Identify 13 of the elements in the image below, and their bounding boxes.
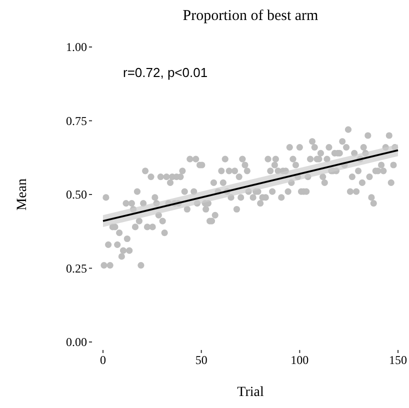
- y-tick-label: 0.75: [66, 114, 87, 128]
- chart-title: Proportion of best arm: [182, 8, 319, 24]
- y-axis-title: Mean: [15, 178, 30, 210]
- y-tick-label: 0.00: [66, 335, 87, 350]
- y-tick-label: 1.00: [66, 40, 87, 54]
- y-tick-label: 0.25: [66, 261, 87, 276]
- x-tick-label: 50: [195, 353, 208, 367]
- y-tick-label: 0.50: [66, 188, 87, 202]
- annotation: r=0.72, p<0.01: [123, 65, 208, 80]
- x-tick-label: 100: [290, 353, 309, 367]
- x-tick-label: 150: [389, 353, 407, 367]
- x-tick-label: 0: [100, 353, 106, 367]
- x-axis-title: Trial: [237, 385, 264, 400]
